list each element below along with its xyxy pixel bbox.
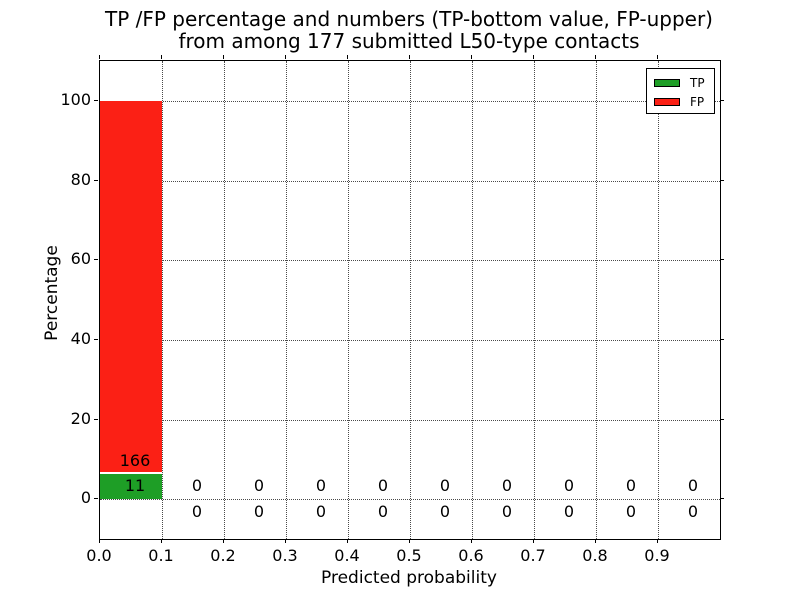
- x-tick-bottom: [223, 539, 224, 543]
- x-tick-label: 0.3: [272, 546, 298, 565]
- gridline-vertical: [410, 61, 411, 539]
- y-tick-label: 40: [70, 328, 91, 348]
- y-tick-left: [94, 99, 98, 101]
- tp-count-label: 0: [439, 476, 451, 495]
- legend-item-fp: FP: [647, 92, 714, 111]
- y-tick-label: 60: [70, 249, 91, 269]
- legend: TP FP: [646, 68, 715, 114]
- x-tick-bottom: [347, 539, 348, 543]
- gridline-vertical: [472, 61, 473, 539]
- chart-title: TP /FP percentage and numbers (TP-bottom…: [99, 8, 719, 52]
- chart-title-line2: from among 177 submitted L50-type contac…: [178, 29, 640, 53]
- x-tick-top: [595, 55, 596, 59]
- gridline-vertical: [596, 61, 597, 539]
- x-tick-bottom: [285, 539, 286, 543]
- fp-count-label: 166: [119, 451, 151, 470]
- gridline-vertical: [286, 61, 287, 539]
- y-tick-right: [720, 338, 724, 340]
- fp-count-label: 0: [377, 502, 389, 521]
- x-tick-top: [409, 55, 410, 59]
- x-tick-bottom: [99, 539, 100, 543]
- gridlines: [100, 61, 720, 539]
- x-tick-top: [99, 55, 100, 59]
- y-tick-right: [720, 179, 724, 181]
- fp-count-label: 0: [501, 502, 513, 521]
- x-tick-bottom: [161, 539, 162, 543]
- y-tick-left: [94, 259, 98, 261]
- tp-swatch: [654, 78, 680, 87]
- x-tick-bottom: [533, 539, 534, 543]
- fp-count-label: 0: [191, 502, 203, 521]
- tp-count-label: 0: [191, 476, 203, 495]
- fp-count-label: 0: [439, 502, 451, 521]
- x-tick-bottom: [471, 539, 472, 543]
- tp-count-label: 0: [501, 476, 513, 495]
- legend-item-tp: TP: [647, 73, 714, 92]
- y-tick-right: [720, 99, 724, 101]
- y-tick-right: [720, 498, 724, 500]
- x-tick-label: 0.5: [396, 546, 422, 565]
- x-tick-label: 0.4: [334, 546, 360, 565]
- x-tick-top: [161, 55, 162, 59]
- fp-count-label: 0: [625, 502, 637, 521]
- chart-title-line1: TP /FP percentage and numbers (TP-bottom…: [105, 7, 713, 31]
- fp-count-label: 0: [315, 502, 327, 521]
- fp-swatch: [654, 97, 680, 106]
- x-tick-top: [223, 55, 224, 59]
- tp-count-label: 0: [563, 476, 575, 495]
- legend-label-tp: TP: [690, 75, 705, 90]
- gridline-vertical: [348, 61, 349, 539]
- y-tick-label: 100: [60, 89, 91, 109]
- annotations-layer: 11 166 0 0 0 0 0 0 0 0 0 0 0 0 0 0 0 0 0 0: [100, 61, 720, 539]
- gridline-vertical: [162, 61, 163, 539]
- y-tick-left: [94, 179, 98, 181]
- y-tick-label: 20: [70, 408, 91, 428]
- x-tick-label: 0.0: [86, 546, 112, 565]
- tp-count-label: 11: [124, 476, 146, 495]
- tp-count-label: 0: [253, 476, 265, 495]
- fp-bar: [100, 100, 162, 475]
- y-tick-label: 80: [70, 169, 91, 189]
- x-tick-label: 0.7: [520, 546, 546, 565]
- x-tick-label: 0.8: [582, 546, 608, 565]
- fp-count-label: 0: [563, 502, 575, 521]
- x-tick-label: 0.1: [148, 546, 174, 565]
- tp-count-label: 0: [315, 476, 327, 495]
- legend-label-fp: FP: [690, 94, 705, 109]
- y-tick-right: [720, 259, 724, 261]
- tp-bar: [100, 474, 162, 500]
- x-tick-top: [657, 55, 658, 59]
- x-tick-label: 0.2: [210, 546, 236, 565]
- x-tick-bottom: [657, 539, 658, 543]
- gridline-vertical: [658, 61, 659, 539]
- gridline-vertical: [224, 61, 225, 539]
- x-tick-bottom: [595, 539, 596, 543]
- x-tick-label: 0.6: [458, 546, 484, 565]
- tp-count-label: 0: [377, 476, 389, 495]
- x-tick-top: [533, 55, 534, 59]
- x-tick-bottom: [409, 539, 410, 543]
- plot-area: 11 166 0 0 0 0 0 0 0 0 0 0 0 0 0 0 0 0 0 0 TP FP: [99, 60, 721, 540]
- gridline-vertical: [534, 61, 535, 539]
- x-tick-top: [347, 55, 348, 59]
- x-tick-top: [471, 55, 472, 59]
- fp-count-label: 0: [687, 502, 699, 521]
- y-axis-label: Percentage: [42, 245, 62, 341]
- bars-layer: [100, 61, 720, 539]
- fp-count-label: 0: [253, 502, 265, 521]
- x-axis-label: Predicted probability: [321, 568, 497, 588]
- tp-count-label: 0: [625, 476, 637, 495]
- y-tick-left: [94, 498, 98, 500]
- y-tick-right: [720, 418, 724, 420]
- x-tick-top: [285, 55, 286, 59]
- x-tick-label: 0.9: [644, 546, 670, 565]
- y-tick-left: [94, 418, 98, 420]
- y-tick-left: [94, 338, 98, 340]
- y-tick-label: 0: [80, 488, 91, 508]
- tp-count-label: 0: [687, 476, 699, 495]
